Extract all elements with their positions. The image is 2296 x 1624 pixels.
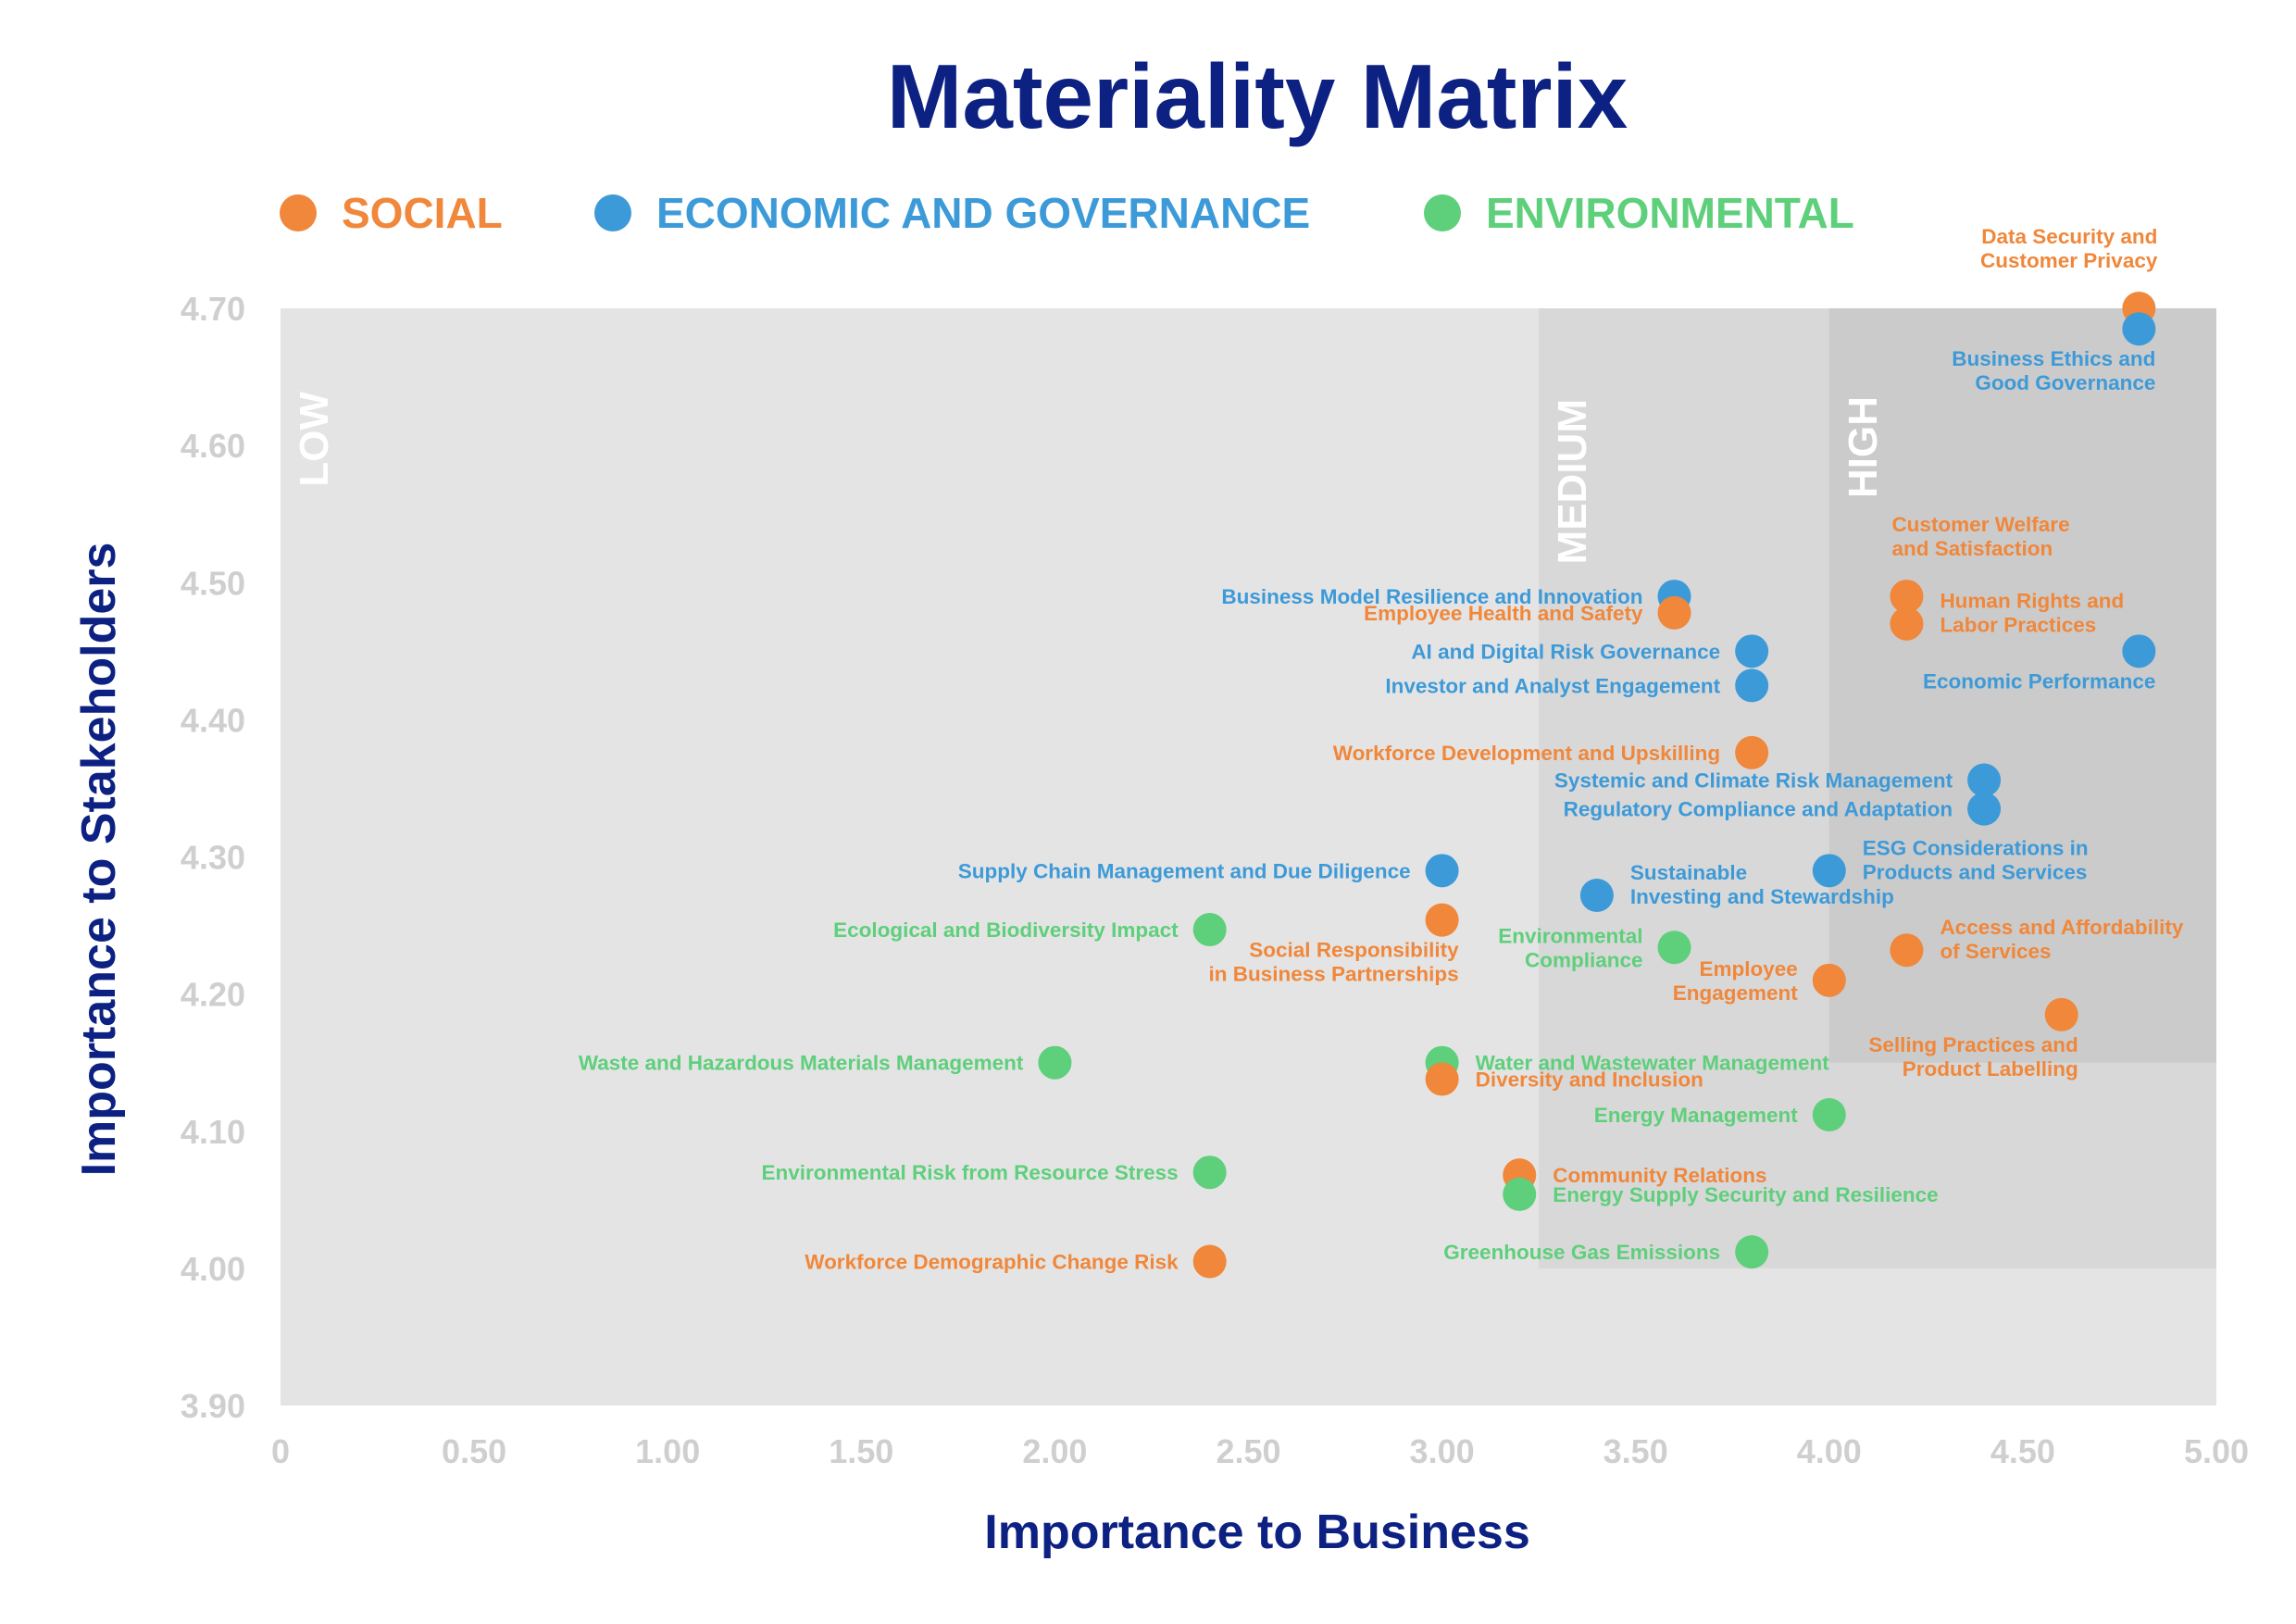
data-point	[2122, 634, 2156, 668]
point-label: Selling Practices and Product Labelling	[1868, 1033, 2078, 1081]
point-label: Employee Health and Safety	[1364, 602, 1643, 625]
data-point	[1890, 933, 1924, 968]
x-tick-label: 1.00	[635, 1432, 700, 1470]
zone-label-medium: MEDIUM	[1550, 399, 1595, 564]
point-label: Investor and Analyst Engagement	[1385, 674, 1720, 697]
legend-marker-social	[280, 194, 317, 231]
data-point	[2122, 312, 2156, 346]
data-point	[1425, 854, 1459, 888]
data-point	[1192, 1156, 1227, 1190]
chart-title: Materiality Matrix	[887, 45, 1628, 147]
y-tick-label: 4.00	[181, 1250, 245, 1288]
point-label: Social Responsibility in Business Partner…	[1209, 939, 1460, 986]
point-label: Business Model Resilience and Innovation	[1221, 585, 1642, 608]
point-label: Energy Supply Security and Resilience	[1553, 1183, 1938, 1206]
data-point	[1579, 878, 1614, 912]
point-label: Business Ethics and Good Governance	[1952, 347, 2155, 394]
data-point	[1425, 1062, 1459, 1096]
x-tick-label: 3.50	[1603, 1432, 1668, 1470]
x-tick-label: 2.00	[1022, 1432, 1087, 1470]
data-point	[1657, 595, 1691, 630]
data-point	[1967, 763, 2002, 797]
data-point	[1890, 580, 1924, 614]
zone-label-low: LOW	[292, 392, 337, 487]
point-label: Environmental Compliance	[1498, 924, 1642, 971]
y-tick-label: 4.10	[181, 1113, 245, 1151]
point-label: Water and Wastewater Management	[1476, 1052, 1830, 1075]
legend: SOCIAL ECONOMIC AND GOVERNANCE ENVIRONMENT…	[280, 189, 1854, 237]
ticks-layer: 0 0.50 1.00 1.50 2.00 2.50 3.00 3.50 4.00 4.50 5.0…	[181, 290, 2249, 1470]
data-point	[2044, 997, 2078, 1031]
y-axis-label: Importance to Stakeholders	[72, 543, 126, 1177]
y-tick-label: 4.40	[181, 701, 245, 739]
zone-labels-layer: LOW MEDIUM HIGH	[292, 392, 1886, 565]
x-tick-label: 5.00	[2184, 1432, 2249, 1470]
point-label: Environmental Risk from Resource Stress	[762, 1161, 1179, 1184]
point-label: Workforce Demographic Change Risk	[805, 1250, 1179, 1273]
legend-label-env: ENVIRONMENTAL	[1486, 189, 1854, 237]
point-label: ESG Considerations in Products and Servic…	[1863, 836, 2089, 883]
legend-marker-econ	[594, 194, 631, 231]
point-label: Access and Affordability of Services	[1940, 916, 2183, 963]
y-tick-label: 4.20	[181, 976, 245, 1014]
data-point	[1192, 913, 1227, 947]
point-label: Supply Chain Management and Due Diligenc…	[958, 859, 1411, 882]
point-label: Community Relations	[1553, 1164, 1766, 1187]
data-point	[1890, 606, 1924, 641]
x-tick-label: 0	[271, 1432, 290, 1470]
y-tick-label: 3.90	[181, 1387, 245, 1425]
data-point	[1812, 854, 1846, 888]
x-tick-label: 0.50	[442, 1432, 506, 1470]
x-tick-label: 4.50	[1990, 1432, 2055, 1470]
point-label: Waste and Hazardous Materials Management	[579, 1052, 1024, 1075]
legend-marker-env	[1424, 194, 1461, 231]
point-label: Workforce Development and Upskilling	[1333, 742, 1720, 765]
point-label: Energy Management	[1594, 1104, 1799, 1127]
data-point	[1735, 735, 1769, 769]
x-tick-label: 1.50	[829, 1432, 893, 1470]
y-tick-label: 4.50	[181, 564, 245, 602]
point-label: Customer Welfare and Satisfaction	[1891, 513, 2069, 560]
x-tick-label: 4.00	[1797, 1432, 1862, 1470]
data-point	[1425, 903, 1459, 937]
zone-label-high: HIGH	[1841, 396, 1886, 498]
data-point	[1812, 963, 1846, 997]
y-tick-label: 4.60	[181, 427, 245, 465]
data-point	[1192, 1244, 1227, 1279]
points-layer	[1038, 292, 2156, 1279]
point-label: Ecological and Biodiversity Impact	[833, 918, 1179, 942]
data-point	[1503, 1177, 1537, 1211]
zones-layer	[281, 308, 2216, 1405]
x-tick-label: 2.50	[1216, 1432, 1280, 1470]
legend-label-social: SOCIAL	[342, 189, 503, 237]
data-point	[1735, 668, 1769, 703]
data-point	[1812, 1097, 1846, 1131]
data-point	[1038, 1045, 1072, 1080]
point-label: Greenhouse Gas Emissions	[1443, 1241, 1720, 1264]
zone-high	[1828, 308, 2216, 1063]
data-point	[1735, 634, 1769, 668]
x-axis-label: Importance to Business	[984, 1505, 1529, 1559]
point-label: Employee Engagement	[1673, 957, 1799, 1005]
point-label: AI and Digital Risk Governance	[1411, 640, 1720, 663]
point-labels-layer: Data Security and Customer Privacy Busines…	[579, 225, 2184, 1273]
point-label: Sustainable Investing and Stewardship	[1630, 861, 1894, 908]
point-label: Regulatory Compliance and Adaptation	[1564, 798, 1953, 821]
legend-label-econ: ECONOMIC AND GOVERNANCE	[656, 189, 1310, 237]
point-label: Systemic and Climate Risk Management	[1554, 769, 1953, 793]
point-label: Economic Performance	[1923, 669, 2155, 693]
data-point	[1657, 931, 1691, 965]
y-tick-label: 4.70	[181, 290, 245, 328]
point-label: Human Rights and Labor Practices	[1940, 590, 2124, 637]
y-tick-label: 4.30	[181, 839, 245, 877]
data-point	[1735, 1235, 1769, 1269]
x-tick-label: 3.00	[1410, 1432, 1475, 1470]
point-label: Data Security and Customer Privacy	[1980, 225, 2158, 272]
point-label: Diversity and Inclusion	[1476, 1068, 1703, 1091]
data-point	[1967, 792, 2002, 826]
